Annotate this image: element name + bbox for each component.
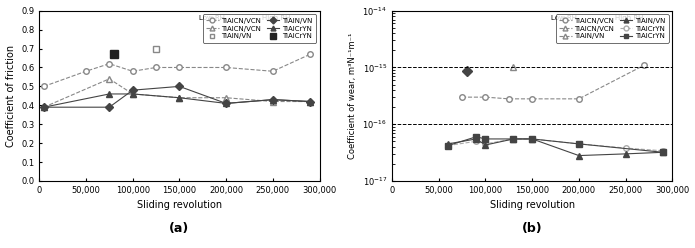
Legend: TiAlCN/VCN, TiAlCN/VCN, TiAlN/VN, TiAlN/VN, TiAlCrYN, TiAlCrYN: TiAlCN/VCN, TiAlCN/VCN, TiAlN/VN, TiAlN/… (555, 14, 669, 43)
Y-axis label: Coefficient of wear, m³N⁻¹m⁻¹: Coefficient of wear, m³N⁻¹m⁻¹ (348, 33, 357, 159)
Text: Low RH: Low RH (551, 15, 578, 21)
X-axis label: Sliding revolution: Sliding revolution (137, 200, 222, 210)
Text: High RH: High RH (262, 15, 291, 21)
Text: High RH: High RH (614, 15, 643, 21)
Title: (a): (a) (170, 222, 190, 235)
Text: Low RH: Low RH (199, 15, 224, 21)
Title: (b): (b) (522, 222, 543, 235)
X-axis label: Sliding revolution: Sliding revolution (489, 200, 575, 210)
Y-axis label: Coefficient of friction: Coefficient of friction (6, 45, 15, 147)
Legend: TiAlCN/VCN, TiAlCN/VCN, TiAlN/VN, TiAlN/VN, TiAlCrYN, TiAlCrYN: TiAlCN/VCN, TiAlCN/VCN, TiAlN/VN, TiAlN/… (203, 14, 316, 43)
